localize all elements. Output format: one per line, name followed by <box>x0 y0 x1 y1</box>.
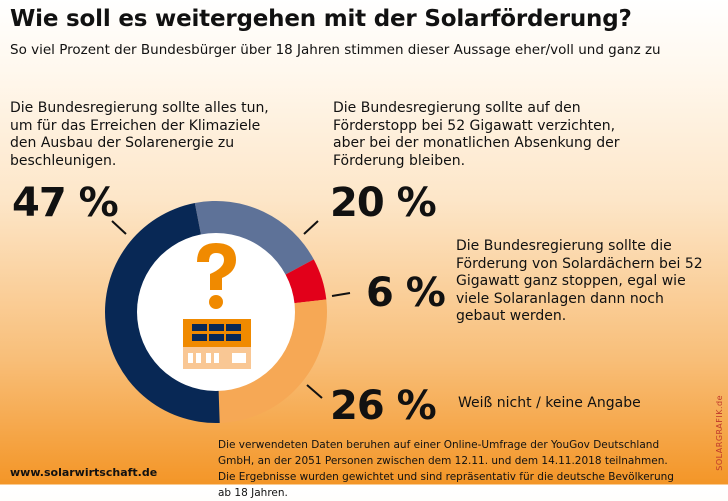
statement-accelerate: Die Bundesregierung sollte alles tun, um… <box>10 100 269 169</box>
statement-stop: Die Bundesregierung sollte die Förderung… <box>456 238 703 324</box>
leader-lines <box>111 220 351 399</box>
website-link[interactable]: www.solarwirtschaft.de <box>10 466 158 479</box>
label-26: 26 % <box>330 383 437 429</box>
footer-note: Die verwendeten Daten beruhen auf einer … <box>218 439 674 499</box>
leader-47 <box>111 220 127 235</box>
credit: SOLARGRAFIK.de <box>715 395 724 471</box>
subtitle: So viel Prozent der Bundesbürger über 18… <box>10 42 661 58</box>
page-title: Wie soll es weitergehen mit der Solarför… <box>10 6 632 32</box>
question-house-icon <box>183 243 251 369</box>
leader-6 <box>331 292 351 297</box>
donut-chart <box>105 201 351 423</box>
leader-20 <box>303 220 319 235</box>
donut-hole <box>137 233 295 391</box>
label-20: 20 % <box>330 180 437 226</box>
statement-no-stop: Die Bundesregierung sollte auf den Förde… <box>333 100 620 169</box>
label-6: 6 % <box>366 270 446 316</box>
label-47: 47 % <box>12 180 119 226</box>
leader-26 <box>306 384 323 399</box>
statement-unknown: Weiß nicht / keine Angabe <box>458 395 641 411</box>
